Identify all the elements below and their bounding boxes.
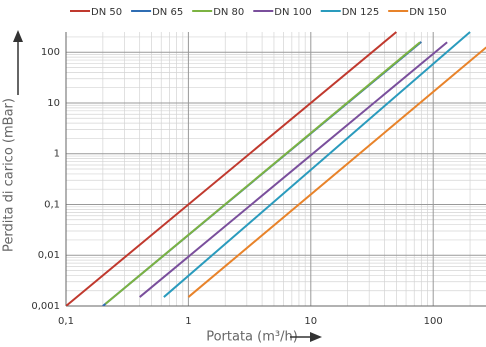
x-tick-label: 10 [304,316,317,327]
legend-label: DN 150 [409,7,446,18]
data-line [187,46,486,298]
y-tick-label: 0,01 [38,250,60,261]
y-tick-label: 10 [47,98,60,109]
data-line [139,41,448,298]
x-tick-label: 100 [424,316,443,327]
y-axis-label: Perdita di carico (mBar) [2,98,17,252]
data-line [104,41,421,305]
legend-label: DN 50 [91,7,122,18]
y-arrow [13,30,23,95]
y-tick-label: 0,1 [44,199,60,210]
data-line [66,31,397,306]
legend-label: DN 125 [342,7,379,18]
data-line [163,31,471,298]
y-tick-label: 100 [41,47,60,58]
x-tick-label: 1 [185,316,191,327]
x-arrow [290,332,322,342]
y-tick-label: 1 [54,149,60,160]
legend-label: DN 65 [152,7,183,18]
legend-label: DN 80 [213,7,244,18]
x-axis-label: Portata (m³/h) [206,330,298,345]
legend-label: DN 100 [274,7,311,18]
x-tick-label: 0,1 [58,316,74,327]
y-tick-label: 0,001 [31,301,60,312]
